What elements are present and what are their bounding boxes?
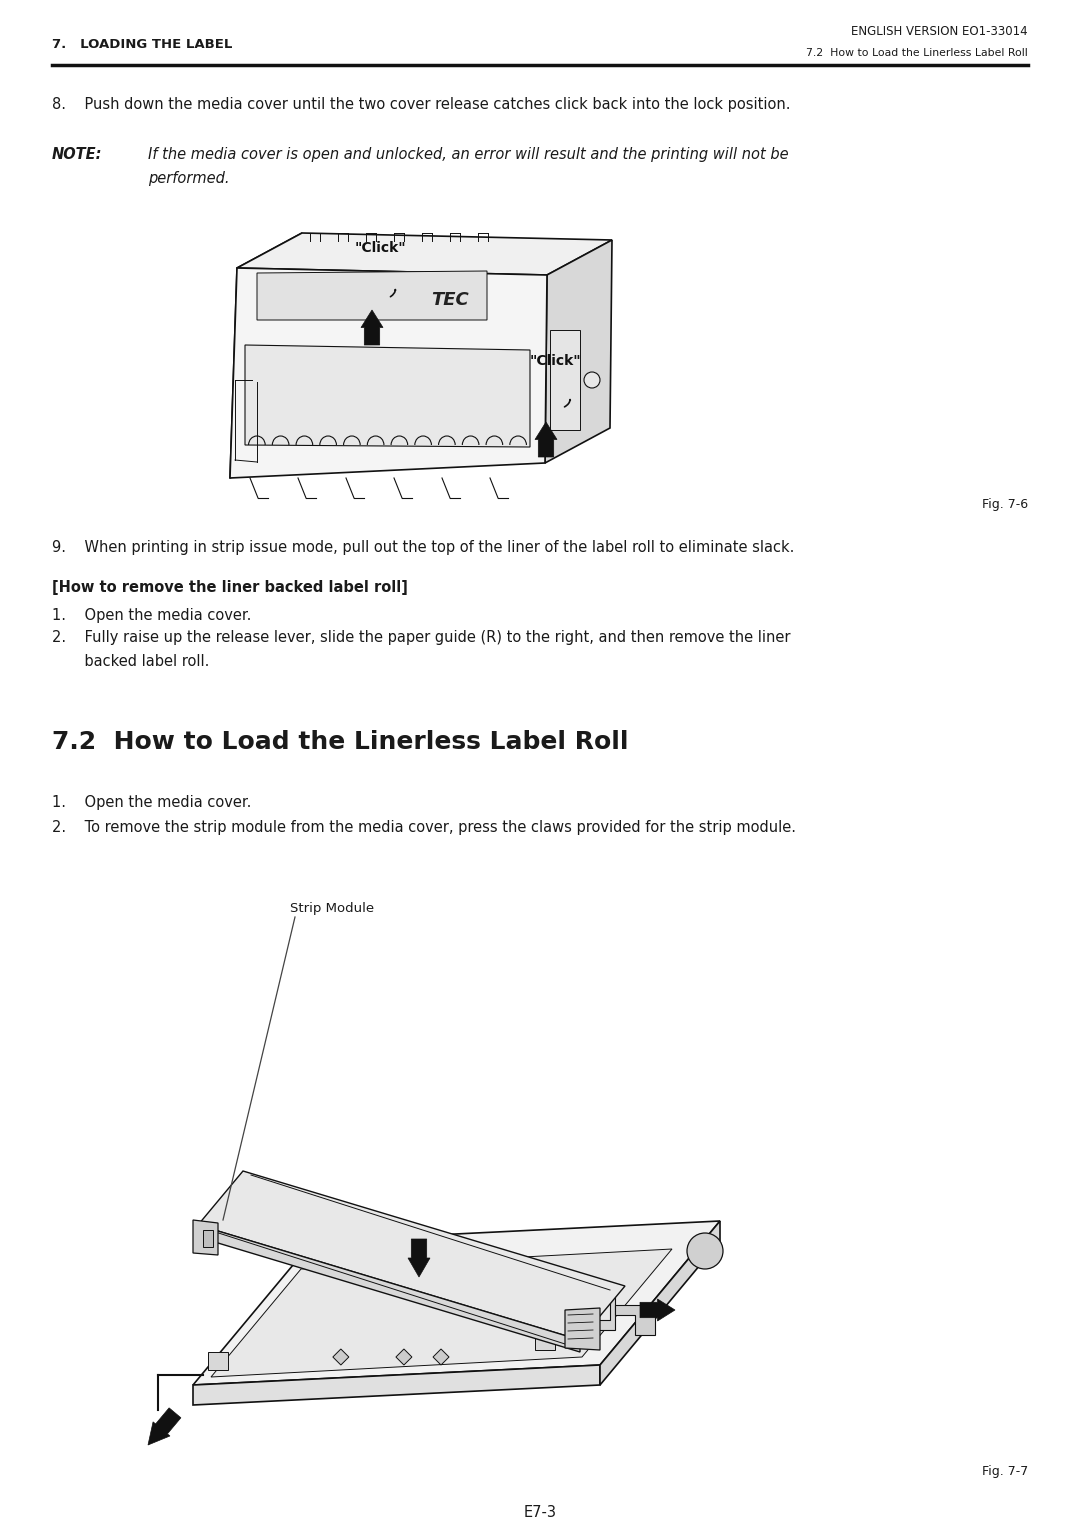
Polygon shape <box>193 1220 218 1255</box>
Text: E7-3: E7-3 <box>524 1505 556 1520</box>
Circle shape <box>584 372 600 387</box>
Text: "Click": "Click" <box>355 241 407 255</box>
Text: "Click": "Click" <box>530 354 582 368</box>
Polygon shape <box>361 310 383 345</box>
Polygon shape <box>640 1299 675 1321</box>
Text: 7.2  How to Load the Linerless Label Roll: 7.2 How to Load the Linerless Label Roll <box>52 730 629 753</box>
Polygon shape <box>615 1305 654 1334</box>
Polygon shape <box>545 239 612 464</box>
Text: 7.   LOADING THE LABEL: 7. LOADING THE LABEL <box>52 38 232 50</box>
Polygon shape <box>535 1331 555 1350</box>
Polygon shape <box>565 1308 600 1350</box>
Text: [How to remove the liner backed label roll]: [How to remove the liner backed label ro… <box>52 580 408 595</box>
Polygon shape <box>237 233 612 274</box>
Text: Fig. 7-7: Fig. 7-7 <box>982 1466 1028 1478</box>
Text: TEC: TEC <box>431 291 469 310</box>
FancyArrowPatch shape <box>565 400 570 407</box>
Polygon shape <box>211 1249 672 1377</box>
Text: 2.    To remove the strip module from the media cover, press the claws provided : 2. To remove the strip module from the m… <box>52 820 796 836</box>
Text: NOTE:: NOTE: <box>52 146 103 162</box>
Polygon shape <box>203 1231 213 1247</box>
Polygon shape <box>193 1365 600 1405</box>
Text: 7.2  How to Load the Linerless Label Roll: 7.2 How to Load the Linerless Label Roll <box>807 47 1028 58</box>
Polygon shape <box>257 271 487 320</box>
Circle shape <box>687 1234 723 1269</box>
Polygon shape <box>408 1238 430 1276</box>
Text: 8.    Push down the media cover until the two cover release catches click back i: 8. Push down the media cover until the t… <box>52 98 791 111</box>
Polygon shape <box>333 1350 349 1365</box>
Polygon shape <box>148 1408 180 1446</box>
Text: 1.    Open the media cover.: 1. Open the media cover. <box>52 608 252 624</box>
Polygon shape <box>535 422 557 457</box>
Polygon shape <box>550 329 580 430</box>
Text: If the media cover is open and unlocked, an error will result and the printing w: If the media cover is open and unlocked,… <box>148 146 788 162</box>
Text: ENGLISH VERSION EO1-33014: ENGLISH VERSION EO1-33014 <box>851 24 1028 38</box>
Polygon shape <box>198 1171 625 1340</box>
Text: Strip Module: Strip Module <box>291 901 374 915</box>
Polygon shape <box>600 1222 720 1385</box>
Text: performed.: performed. <box>148 171 229 186</box>
Polygon shape <box>198 1225 580 1353</box>
Text: 2.    Fully raise up the release lever, slide the paper guide (R) to the right, : 2. Fully raise up the release lever, sli… <box>52 630 791 645</box>
Text: Fig. 7-6: Fig. 7-6 <box>982 499 1028 511</box>
Polygon shape <box>595 1295 615 1330</box>
Text: 1.    Open the media cover.: 1. Open the media cover. <box>52 795 252 810</box>
Polygon shape <box>208 1353 228 1369</box>
Polygon shape <box>433 1350 449 1365</box>
FancyArrowPatch shape <box>391 290 395 297</box>
Polygon shape <box>396 1350 411 1365</box>
Polygon shape <box>245 345 530 447</box>
Text: backed label roll.: backed label roll. <box>52 654 210 669</box>
Polygon shape <box>230 233 302 477</box>
Polygon shape <box>230 268 546 477</box>
Text: 9.    When printing in strip issue mode, pull out the top of the liner of the la: 9. When printing in strip issue mode, pu… <box>52 540 795 555</box>
Polygon shape <box>193 1222 720 1385</box>
